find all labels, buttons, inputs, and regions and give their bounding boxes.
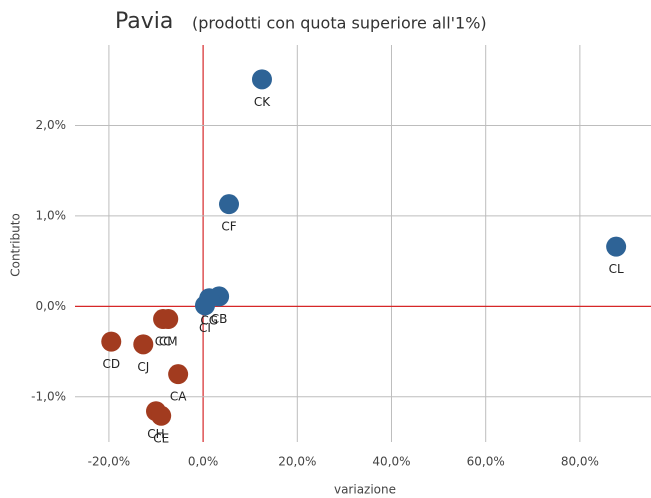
point-label: CI <box>199 321 211 335</box>
point-label: CJ <box>137 360 149 374</box>
chart-title: Pavia <box>115 9 173 34</box>
point-label: CH <box>147 427 164 441</box>
chart-subtitle: (prodotti con quota superiore all'1%) <box>192 14 487 33</box>
point-label: CL <box>609 262 624 276</box>
point <box>168 364 189 385</box>
x-tick-label: -20,0% <box>88 455 130 469</box>
point-label: CK <box>254 95 271 109</box>
point <box>251 69 272 90</box>
y-tick-label: 2,0% <box>36 118 67 132</box>
point-label: CC <box>155 335 172 349</box>
point <box>158 309 179 330</box>
point <box>101 331 122 352</box>
point-label: CM <box>159 335 178 349</box>
point <box>219 194 240 215</box>
point-label: CG <box>200 314 218 328</box>
point <box>133 334 154 355</box>
point-label: CB <box>211 312 228 326</box>
point-label: CA <box>170 390 187 404</box>
x-tick-label: 20,0% <box>278 455 316 469</box>
y-tick-label: -1,0% <box>31 389 66 403</box>
point-label: CF <box>221 220 236 234</box>
point <box>151 405 172 426</box>
point <box>606 236 627 257</box>
y-tick-label: 1,0% <box>36 208 67 222</box>
point-label: CD <box>102 357 120 371</box>
x-axis-label: variazione <box>334 483 396 497</box>
point-label: CE <box>153 431 169 445</box>
x-tick-label: 40,0% <box>372 455 410 469</box>
x-tick-label: 60,0% <box>467 455 505 469</box>
y-tick-label: 0,0% <box>36 299 67 313</box>
x-tick-label: 80,0% <box>561 455 599 469</box>
y-axis-label: Contributo <box>9 213 23 277</box>
point <box>194 295 215 316</box>
x-tick-label: 0,0% <box>188 455 219 469</box>
